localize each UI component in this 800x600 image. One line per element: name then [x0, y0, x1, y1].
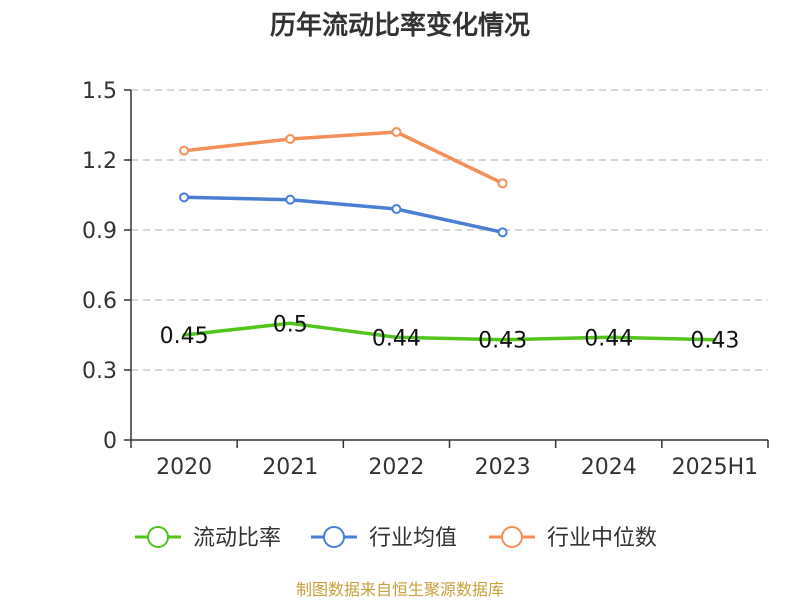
chart-title: 历年流动比率变化情况 [270, 10, 530, 41]
legend-item-1[interactable]: 行业均值 [311, 526, 457, 551]
y-tick-label: 0.3 [82, 359, 117, 384]
legend: 流动比率 行业均值 行业中位数 [135, 526, 657, 551]
data-label: 0.5 [273, 312, 308, 337]
x-tick-label: 2020 [156, 455, 212, 480]
series-point [179, 145, 190, 156]
series-point [285, 194, 296, 205]
y-tick-label: 0.6 [82, 289, 117, 314]
series-point [179, 192, 190, 203]
y-tick-label: 1.2 [82, 149, 117, 174]
source-note: 制图数据来自恒生聚源数据库 [296, 580, 504, 599]
x-tick-label: 2023 [475, 455, 531, 480]
legend-label: 行业中位数 [547, 526, 657, 551]
y-tick-label: 0.9 [82, 219, 117, 244]
legend-marker-icon [323, 526, 345, 548]
x-tick-label: 2022 [368, 455, 424, 480]
legend-marker-icon [501, 526, 523, 548]
data-label: 0.45 [160, 324, 209, 349]
series-point [285, 134, 296, 144]
grid-lines [131, 89, 768, 371]
x-tick-label: 2025H1 [672, 455, 759, 480]
data-label: 0.44 [584, 326, 633, 351]
series-point [497, 227, 508, 238]
series-line-1 [182, 195, 505, 235]
data-label: 0.44 [372, 326, 421, 351]
series-point [391, 204, 402, 214]
axes: 0 0.3 0.6 0.9 1.2 1.5 2020 2021 2022 2023 2024 2025… [82, 79, 769, 480]
series-point [497, 178, 508, 189]
legend-label: 流动比率 [193, 526, 281, 551]
x-tick-label: 2021 [262, 455, 318, 480]
series-lines [179, 127, 717, 342]
data-label: 0.43 [690, 329, 739, 354]
series-line-2 [182, 130, 505, 186]
legend-item-0[interactable]: 流动比率 [135, 526, 281, 551]
series-point [391, 127, 402, 137]
legend-item-2[interactable]: 行业中位数 [489, 526, 657, 551]
series-line-0 [182, 321, 717, 342]
y-tick-label: 1.5 [82, 79, 117, 104]
x-tick-label: 2024 [581, 455, 637, 480]
legend-marker-icon [147, 526, 169, 548]
data-label: 0.43 [478, 329, 527, 354]
y-tick-label: 0 [103, 429, 117, 454]
data-labels: 0.45 0.5 0.44 0.43 0.44 0.43 [160, 312, 740, 353]
legend-label: 行业均值 [369, 526, 457, 551]
